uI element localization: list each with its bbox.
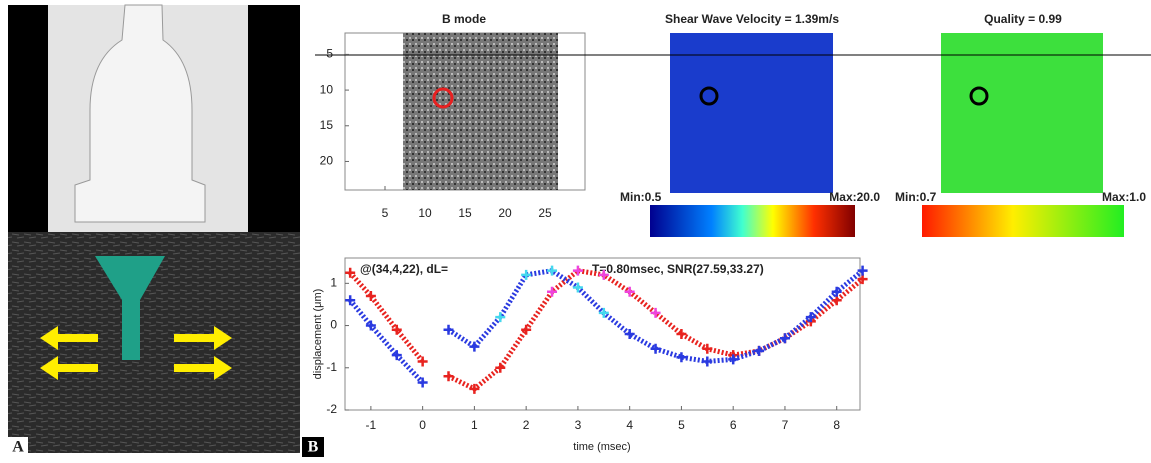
transducer xyxy=(74,4,206,223)
data-point xyxy=(702,356,713,367)
quality-map xyxy=(941,33,1103,193)
series-line xyxy=(348,268,865,385)
y-tick-label: 15 xyxy=(320,118,334,132)
label-box xyxy=(302,437,324,457)
data-point xyxy=(365,320,376,331)
x-tick-label: 3 xyxy=(575,418,582,432)
data-point xyxy=(572,265,583,276)
data-point xyxy=(391,324,402,335)
panel-label: B xyxy=(308,439,319,456)
data-point xyxy=(857,265,868,276)
data-point xyxy=(728,354,739,365)
data-point xyxy=(521,269,532,280)
panel-label: A xyxy=(12,439,24,456)
x-tick-label: 5 xyxy=(382,206,389,220)
data-point xyxy=(547,265,558,276)
data-point xyxy=(598,269,609,280)
data-point xyxy=(417,377,428,388)
data-point xyxy=(443,371,454,382)
velocity-map xyxy=(670,33,833,193)
x-tick-label: 1 xyxy=(471,418,478,432)
y-tick-label: 1 xyxy=(330,276,337,290)
x-tick-label: 15 xyxy=(458,206,472,220)
data-point xyxy=(676,352,687,363)
data-point xyxy=(495,362,506,373)
y-tick-label: 5 xyxy=(326,47,333,61)
data-point xyxy=(469,341,480,352)
data-point xyxy=(624,286,635,297)
data-point xyxy=(779,333,790,344)
data-point xyxy=(676,329,687,339)
data-point xyxy=(650,307,661,318)
label-box xyxy=(8,437,28,457)
data-point xyxy=(521,324,532,335)
panel-a: A xyxy=(8,4,300,457)
y-tick-label: 20 xyxy=(320,154,334,168)
colorbar-min: Min:0.7 xyxy=(895,190,937,204)
shear-arrows xyxy=(40,326,232,380)
b-mode-image xyxy=(403,33,558,190)
data-point xyxy=(702,343,713,354)
data-point xyxy=(598,307,609,318)
y-tick-label: -1 xyxy=(326,360,337,374)
x-tick-label: 7 xyxy=(782,418,789,432)
x-tick-label: 10 xyxy=(418,206,432,220)
colorbar xyxy=(650,205,855,237)
y-tick-label: 0 xyxy=(330,318,337,332)
data-point xyxy=(650,343,661,354)
y-axis-label: displacement (μm) xyxy=(312,289,324,380)
data-point xyxy=(365,291,376,301)
data-point xyxy=(417,356,428,367)
y-tick-label: -2 xyxy=(326,402,337,416)
annotation: @(34,4,22), dL= xyxy=(360,262,448,276)
subplot-title: Quality = 0.99 xyxy=(984,12,1062,26)
x-tick-label: 8 xyxy=(833,418,840,432)
roi-marker xyxy=(969,86,989,106)
y-tick-label: 10 xyxy=(320,82,334,96)
x-tick-label: 4 xyxy=(626,418,633,432)
roi-marker xyxy=(432,87,454,109)
data-point xyxy=(547,286,558,297)
axes-box xyxy=(344,257,861,411)
data-point xyxy=(495,312,506,323)
data-point xyxy=(469,383,480,394)
colorbar-min: Min:0.5 xyxy=(620,190,662,204)
subplot-title: Shear Wave Velocity = 1.39m/s xyxy=(665,12,839,26)
x-tick-label: 0 xyxy=(419,418,426,432)
roi-marker xyxy=(699,86,719,106)
x-tick-label: 2 xyxy=(523,418,530,432)
data-point xyxy=(805,312,816,323)
colorbar xyxy=(922,205,1124,237)
data-point xyxy=(391,350,402,361)
data-point xyxy=(831,286,842,297)
data-point xyxy=(831,295,842,306)
annotation: T=0.80msec, SNR(27.59,33.27) xyxy=(592,262,764,276)
colorbar-max: Max:20.0 xyxy=(829,190,880,204)
data-point xyxy=(572,282,583,293)
data-point xyxy=(754,345,765,356)
x-tick-label: 5 xyxy=(678,418,685,432)
data-point xyxy=(857,274,868,285)
data-point xyxy=(443,324,454,335)
x-axis-label: time (msec) xyxy=(573,441,630,453)
data-point xyxy=(345,267,356,278)
x-tick-label: 6 xyxy=(730,418,737,432)
data-point xyxy=(624,329,635,339)
x-tick-label: 25 xyxy=(538,206,552,220)
x-tick-label: -1 xyxy=(366,418,377,432)
colorbar-max: Max:1.0 xyxy=(1102,190,1146,204)
x-tick-label: 20 xyxy=(498,206,512,220)
data-point xyxy=(345,295,356,306)
push-beam xyxy=(95,256,165,360)
series-line xyxy=(348,268,865,392)
subplot-title: B mode xyxy=(442,12,486,26)
